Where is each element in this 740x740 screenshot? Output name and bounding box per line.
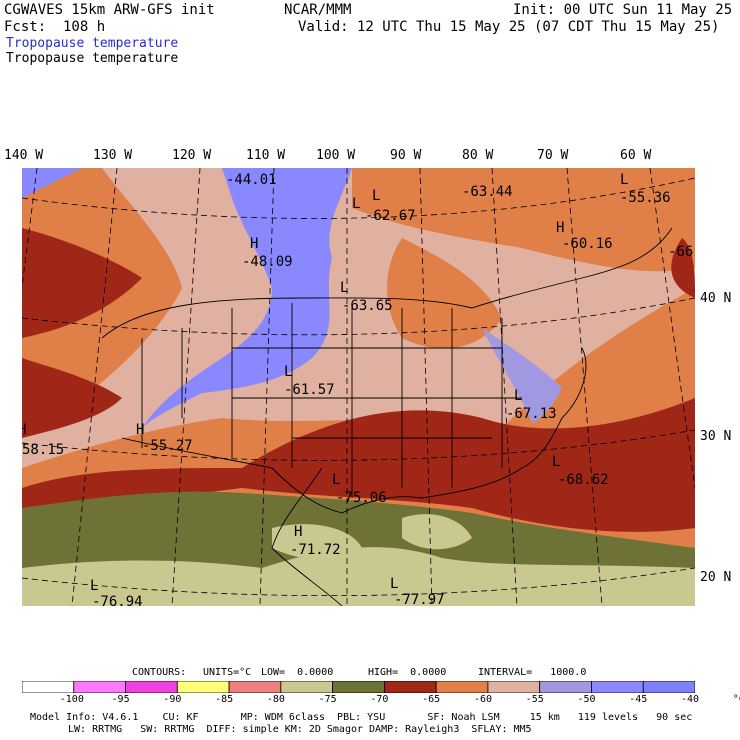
center-value: -68.62 (558, 472, 609, 488)
center-value: -75.06 (336, 490, 387, 506)
center-value: -44.01 (226, 172, 277, 188)
colorbar-swatch (540, 681, 592, 693)
lat-label: 40 N (700, 291, 731, 306)
center-value: 58.15 (22, 442, 64, 458)
contour-label: CONTOURS: (132, 667, 186, 679)
center-value: -61.57 (284, 382, 335, 398)
model-info-line1: Model Info: V4.6.1 CU: KF MP: WDM 6class… (30, 712, 692, 724)
colorbar-swatch (126, 681, 178, 693)
center-value: -67.13 (506, 406, 557, 422)
model-title: CGWAVES 15km ARW-GFS init (4, 2, 215, 18)
colorbar-swatch (591, 681, 643, 693)
colorbar-tick-label: -80 (267, 694, 285, 705)
center-value: -62.67 (365, 208, 416, 224)
center-marker: L (90, 578, 98, 594)
field-title-shaded: Tropopause temperature (6, 36, 178, 52)
center-marker: H (556, 220, 564, 236)
colorbar-tick-label: -75 (319, 694, 337, 705)
colorbar-swatch (177, 681, 229, 693)
forecast-hour: Fcst: 108 h (4, 19, 105, 35)
center-marker: L (340, 280, 348, 296)
lon-label: 110 W (246, 148, 285, 163)
center-value: -77.97 (394, 592, 445, 606)
lat-label: 20 N (700, 570, 731, 585)
colorbar-swatch (436, 681, 488, 693)
center-value: -71.72 (290, 542, 341, 558)
colorbar-tick-label: -100 (60, 694, 84, 705)
colorbar-tick-label: -45 (629, 694, 647, 705)
lon-label: 120 W (172, 148, 211, 163)
colorbar-tick-label: -90 (163, 694, 181, 705)
model-info-line2: LW: RRTMG SW: RRTMG DIFF: simple KM: 2D … (68, 724, 532, 736)
organization: NCAR/MMM (284, 2, 351, 18)
center-marker: L (352, 196, 360, 212)
colorbar-tick-label: °C (733, 694, 740, 705)
colorbar-swatch (74, 681, 126, 693)
colorbar (22, 681, 695, 693)
colorbar-swatch (22, 681, 74, 693)
colorbar-tick-label: -60 (474, 694, 492, 705)
center-marker: H (250, 236, 258, 252)
colorbar-tick-label: -50 (577, 694, 595, 705)
colorbar-tick-label: -95 (112, 694, 130, 705)
low-label: LOW= 0.0000 (261, 667, 333, 679)
center-marker: H (136, 422, 144, 438)
colorbar-swatch (384, 681, 436, 693)
lon-label: 70 W (537, 148, 568, 163)
lon-label: 140 W (4, 148, 43, 163)
units-label: UNITS=°C (203, 667, 251, 679)
center-value: -63.65 (342, 298, 393, 314)
colorbar-swatch (281, 681, 333, 693)
center-marker: L (620, 172, 628, 188)
lon-label: 100 W (316, 148, 355, 163)
lon-label: 80 W (462, 148, 493, 163)
center-marker: L (552, 454, 560, 470)
interval-label: INTERVAL= 1000.0 (478, 667, 586, 679)
center-value: -76.94 (92, 594, 143, 606)
lon-label: 90 W (390, 148, 421, 163)
center-value: -55.27 (142, 438, 193, 454)
center-marker: L (284, 364, 292, 380)
center-value: -60.16 (562, 236, 613, 252)
center-marker: L (390, 576, 398, 592)
field-title-contour: Tropopause temperature (6, 51, 178, 67)
center-value: -63.44 (462, 184, 513, 200)
center-marker: L (372, 188, 380, 204)
center-marker: L (514, 388, 522, 404)
tropopause-temperature-map: -44.01 L -63.44 L -62.67 L -55.36 H -60.… (22, 168, 695, 606)
valid-time: Valid: 12 UTC Thu 15 May 25 (07 CDT Thu … (298, 19, 719, 35)
center-value: -66 (668, 244, 693, 260)
center-value: -48.09 (242, 254, 293, 270)
colorbar-swatch (333, 681, 385, 693)
colorbar-tick-label: -70 (370, 694, 388, 705)
colorbar-tick-label: -85 (215, 694, 233, 705)
center-marker: H (294, 524, 302, 540)
colorbar-tick-label: -40 (681, 694, 699, 705)
init-time: Init: 00 UTC Sun 11 May 25 (513, 2, 732, 18)
lat-label: 30 N (700, 429, 731, 444)
colorbar-tick-label: -55 (526, 694, 544, 705)
colorbar-tick-label: -65 (422, 694, 440, 705)
center-value: -55.36 (620, 190, 671, 206)
colorbar-swatch (643, 681, 695, 693)
colorbar-swatch (229, 681, 281, 693)
colorbar-swatch (488, 681, 540, 693)
high-label: HIGH= 0.0000 (368, 667, 446, 679)
center-marker: H (22, 422, 26, 438)
lon-label: 130 W (93, 148, 132, 163)
lon-label: 60 W (620, 148, 651, 163)
center-marker: L (332, 472, 340, 488)
